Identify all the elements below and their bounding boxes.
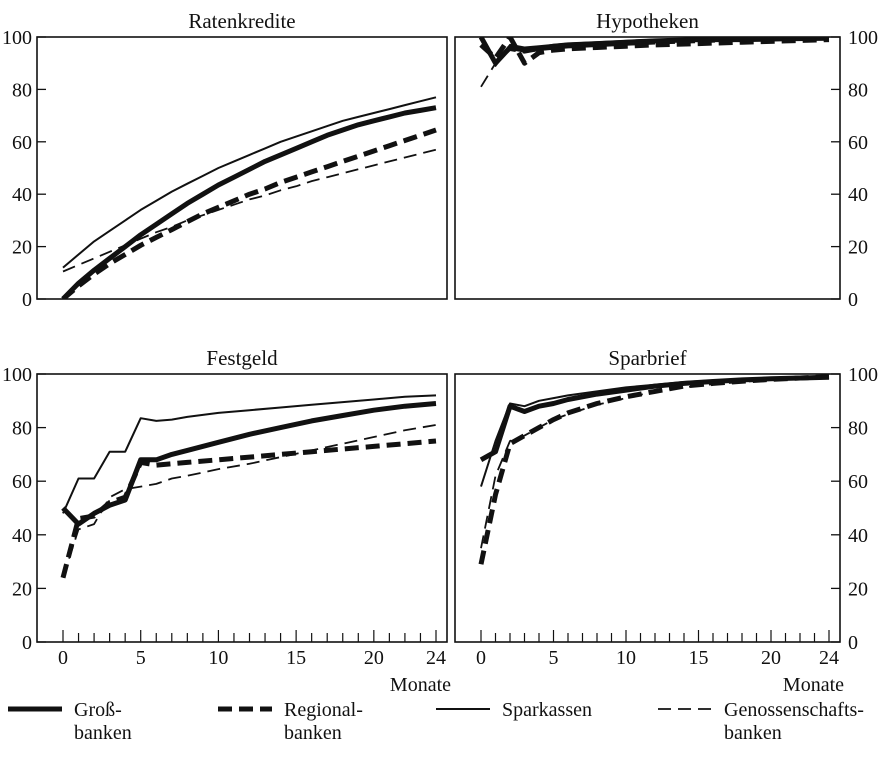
xtick-label-sparbrief-10: 10 xyxy=(616,647,636,669)
panel-hypotheken: Hypotheken 0 20 40 60 80 100 xyxy=(454,9,878,311)
ytick-label-sparbrief-40: 40 xyxy=(848,525,868,547)
xtick-label-festgeld-10: 10 xyxy=(208,647,228,669)
series-group-festgeld xyxy=(60,394,437,579)
legend-label-2: Regional- xyxy=(284,699,363,721)
xtick-label-sparbrief-5: 5 xyxy=(549,647,559,669)
legend-item-2: Regional-banken xyxy=(218,699,363,744)
series-line-hypotheken-2 xyxy=(479,37,830,66)
legend-label-1-line2: banken xyxy=(74,722,132,744)
ytick-label-ratenkredite-40: 40 xyxy=(12,184,32,206)
series-line-sparbrief-4 xyxy=(480,376,830,549)
xtick-label-sparbrief-20: 20 xyxy=(761,647,781,669)
ytick-label-ratenkredite-0: 0 xyxy=(22,289,32,311)
panel-frame-sparbrief xyxy=(454,373,841,643)
xtick-label-festgeld-24: 24 xyxy=(426,647,446,669)
ytick-label-festgeld-80: 80 xyxy=(12,418,32,440)
series-line-ratenkredite-2 xyxy=(61,127,437,299)
ytick-label-sparbrief-60: 60 xyxy=(848,471,868,493)
legend-item-1: Groß-banken xyxy=(8,699,132,744)
series-line-festgeld-2 xyxy=(60,438,437,579)
xaxis-label-sparbrief: Monate xyxy=(783,674,844,696)
series-line-sparbrief-3 xyxy=(480,375,830,487)
legend-label-3: Sparkassen xyxy=(502,699,592,721)
ytick-label-festgeld-0: 0 xyxy=(22,632,32,654)
series-line-festgeld-4 xyxy=(62,424,437,578)
ytick-label-festgeld-20: 20 xyxy=(12,578,32,600)
series-line-ratenkredite-3 xyxy=(62,96,437,269)
ytick-label-hypotheken-20: 20 xyxy=(848,237,868,259)
legend-label-4-line2: banken xyxy=(724,722,782,744)
xtick-label-sparbrief-15: 15 xyxy=(689,647,709,669)
panel-frame-ratenkredite xyxy=(36,36,448,300)
panel-title-sparbrief: Sparbrief xyxy=(608,346,686,370)
series-line-hypotheken-3 xyxy=(480,37,830,67)
xtick-label-festgeld-20: 20 xyxy=(364,647,384,669)
ytick-label-festgeld-40: 40 xyxy=(12,525,32,547)
ytick-label-sparbrief-0: 0 xyxy=(848,632,858,654)
legend-label-2-line2: banken xyxy=(284,722,342,744)
ytick-label-ratenkredite-20: 20 xyxy=(12,237,32,259)
series-group-sparbrief xyxy=(478,374,830,565)
xtick-label-sparbrief-24: 24 xyxy=(819,647,839,669)
legend-label-4: Genossenschafts- xyxy=(724,699,864,721)
ytick-label-sparbrief-20: 20 xyxy=(848,578,868,600)
chart-panels: Ratenkredite020406080100Hypotheken020406… xyxy=(2,9,878,696)
legend-item-4: Genossenschafts-banken xyxy=(658,699,864,744)
ytick-label-hypotheken-100: 100 xyxy=(848,27,878,49)
ytick-label-ratenkredite-100: 100 xyxy=(2,27,32,49)
series-line-sparbrief-2 xyxy=(478,374,830,565)
ytick-label-sparbrief-100: 100 xyxy=(848,364,878,386)
ytick-label-sparbrief-80: 80 xyxy=(848,418,868,440)
series-line-festgeld-3 xyxy=(62,394,437,514)
panel-frame-hypotheken xyxy=(454,36,841,300)
panel-sparbrief: Sparbrief 0 20 40 60 80 100 0 5 10 15 20 24 Monate xyxy=(454,346,878,696)
ytick-label-hypotheken-40: 40 xyxy=(848,184,868,206)
xtick-label-festgeld-5: 5 xyxy=(136,647,146,669)
panel-title-festgeld: Festgeld xyxy=(206,346,278,370)
xtick-label-sparbrief-0: 0 xyxy=(476,647,486,669)
series-line-hypotheken-4 xyxy=(480,37,830,88)
ytick-label-ratenkredite-80: 80 xyxy=(12,79,32,101)
ytick-label-festgeld-100: 100 xyxy=(2,364,32,386)
panel-frame-festgeld xyxy=(36,373,448,643)
panel-title-ratenkredite: Ratenkredite xyxy=(188,9,295,33)
xtick-label-festgeld-15: 15 xyxy=(286,647,306,669)
ytick-label-ratenkredite-60: 60 xyxy=(12,132,32,154)
series-group-ratenkredite xyxy=(61,96,437,299)
ytick-label-festgeld-60: 60 xyxy=(12,471,32,493)
xaxis-label-festgeld: Monate xyxy=(390,674,451,696)
panel-festgeld: Festgeld 0 20 40 60 80 100 0 5 10 15 20 24 Monate xyxy=(2,346,451,696)
ytick-label-hypotheken-80: 80 xyxy=(848,79,868,101)
legend-item-3: Sparkassen xyxy=(436,699,592,721)
panel-ratenkredite: Ratenkredite 0 20 40 60 80 100 xyxy=(2,9,448,311)
ytick-label-hypotheken-0: 0 xyxy=(848,289,858,311)
series-group-hypotheken xyxy=(478,37,830,88)
ytick-label-hypotheken-60: 60 xyxy=(848,132,868,154)
panel-title-hypotheken: Hypotheken xyxy=(596,9,699,33)
legend-label-1: Groß- xyxy=(74,699,122,721)
xtick-label-festgeld-0: 0 xyxy=(58,647,68,669)
series-line-ratenkredite-1 xyxy=(61,105,437,299)
series-line-ratenkredite-4 xyxy=(62,148,437,273)
